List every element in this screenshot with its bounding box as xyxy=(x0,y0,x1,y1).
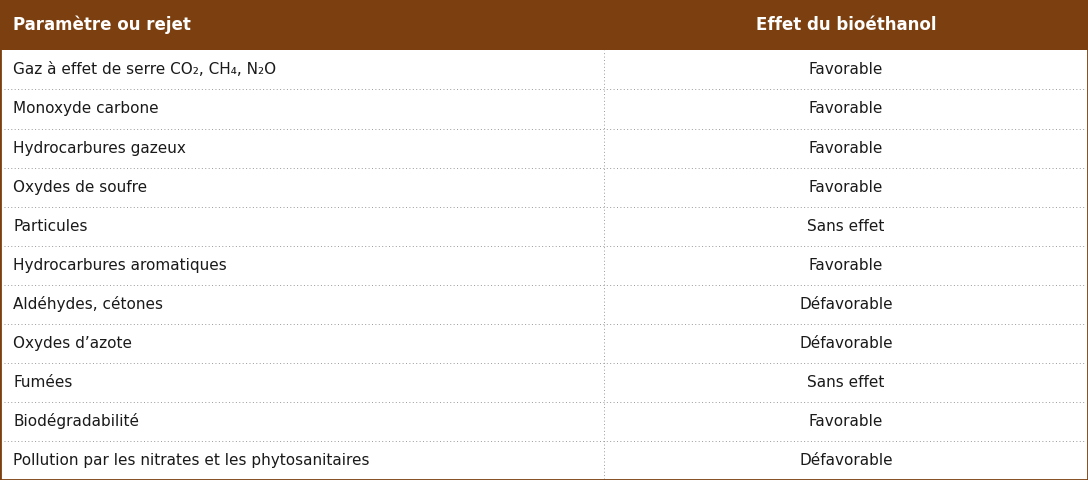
Text: Favorable: Favorable xyxy=(808,141,883,156)
Text: Favorable: Favorable xyxy=(808,258,883,273)
Text: Biodégradabilité: Biodégradabilité xyxy=(13,413,139,430)
Text: Pollution par les nitrates et les phytosanitaires: Pollution par les nitrates et les phytos… xyxy=(13,453,370,468)
Text: Gaz à effet de serre CO₂, CH₄, N₂O: Gaz à effet de serre CO₂, CH₄, N₂O xyxy=(13,62,276,77)
Text: Favorable: Favorable xyxy=(808,62,883,77)
Text: Sans effet: Sans effet xyxy=(807,375,885,390)
Text: Monoxyde carbone: Monoxyde carbone xyxy=(13,101,159,117)
Text: Défavorable: Défavorable xyxy=(799,453,893,468)
Bar xyxy=(0,0,1088,50)
Text: Favorable: Favorable xyxy=(808,414,883,429)
Text: Défavorable: Défavorable xyxy=(799,297,893,312)
Text: Fumées: Fumées xyxy=(13,375,73,390)
Text: Effet du bioéthanol: Effet du bioéthanol xyxy=(756,16,936,34)
Text: Particules: Particules xyxy=(13,219,87,234)
Text: Sans effet: Sans effet xyxy=(807,219,885,234)
Text: Favorable: Favorable xyxy=(808,101,883,117)
Text: Hydrocarbures gazeux: Hydrocarbures gazeux xyxy=(13,141,186,156)
Text: Défavorable: Défavorable xyxy=(799,336,893,351)
Text: Favorable: Favorable xyxy=(808,180,883,194)
Text: Oxydes d’azote: Oxydes d’azote xyxy=(13,336,132,351)
Text: Aldéhydes, cétones: Aldéhydes, cétones xyxy=(13,296,163,312)
Text: Paramètre ou rejet: Paramètre ou rejet xyxy=(13,16,190,35)
Text: Hydrocarbures aromatiques: Hydrocarbures aromatiques xyxy=(13,258,226,273)
Text: Oxydes de soufre: Oxydes de soufre xyxy=(13,180,147,194)
